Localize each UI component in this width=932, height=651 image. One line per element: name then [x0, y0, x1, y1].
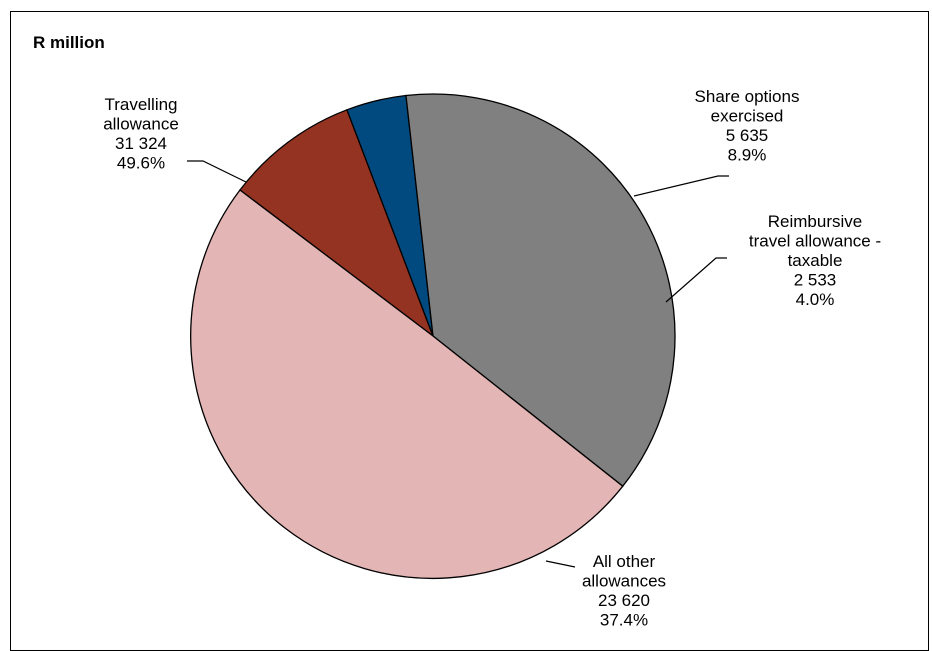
- chart-title: R million: [33, 33, 105, 52]
- slice-percent-label: 4.0%: [796, 290, 835, 309]
- leader-lines: [187, 160, 729, 568]
- slice-value-label: 2 533: [794, 271, 837, 290]
- pie-slice-2: [405, 93, 676, 488]
- slice-label-0: Share options exercised 5 635 8.9%: [695, 87, 800, 165]
- slice-label-text: travel allowance -: [749, 232, 881, 251]
- slice-label-text: All other: [593, 552, 656, 571]
- pie-slice-3: [190, 189, 624, 580]
- slice-label-text: Travelling: [104, 95, 177, 114]
- leader-line-0: [633, 175, 729, 197]
- slice-percent-label: 8.9%: [728, 146, 767, 165]
- leader-line-3: [187, 160, 247, 183]
- slice-label-2: All other allowances 23 620 37.4%: [582, 552, 666, 630]
- slice-label-text: Share options: [695, 87, 800, 106]
- slice-label-3: Travelling allowance 31 324 49.6%: [103, 95, 179, 173]
- slice-labels: Share options exercised 5 635 8.9% Reimbursi…: [103, 87, 881, 630]
- pie-slices: [190, 93, 676, 580]
- pie-slice-0: [239, 108, 435, 338]
- slice-value-label: 5 635: [726, 126, 769, 145]
- slice-label-1: Reimbursive travel allowance -taxable 2 53…: [749, 212, 881, 309]
- slice-label-text: Reimbursive: [768, 212, 862, 231]
- slice-label-text: exercised: [711, 107, 784, 126]
- leader-line-2: [545, 560, 576, 568]
- slice-label-text: taxable: [788, 251, 843, 270]
- slice-label-text: allowances: [582, 572, 666, 591]
- slice-value-label: 31 324: [115, 134, 167, 153]
- slice-value-label: 23 620: [598, 591, 650, 610]
- slice-percent-label: 37.4%: [600, 611, 648, 630]
- leader-line-1: [665, 257, 727, 303]
- slice-label-text: allowance: [103, 115, 179, 134]
- slice-percent-label: 49.6%: [117, 154, 165, 173]
